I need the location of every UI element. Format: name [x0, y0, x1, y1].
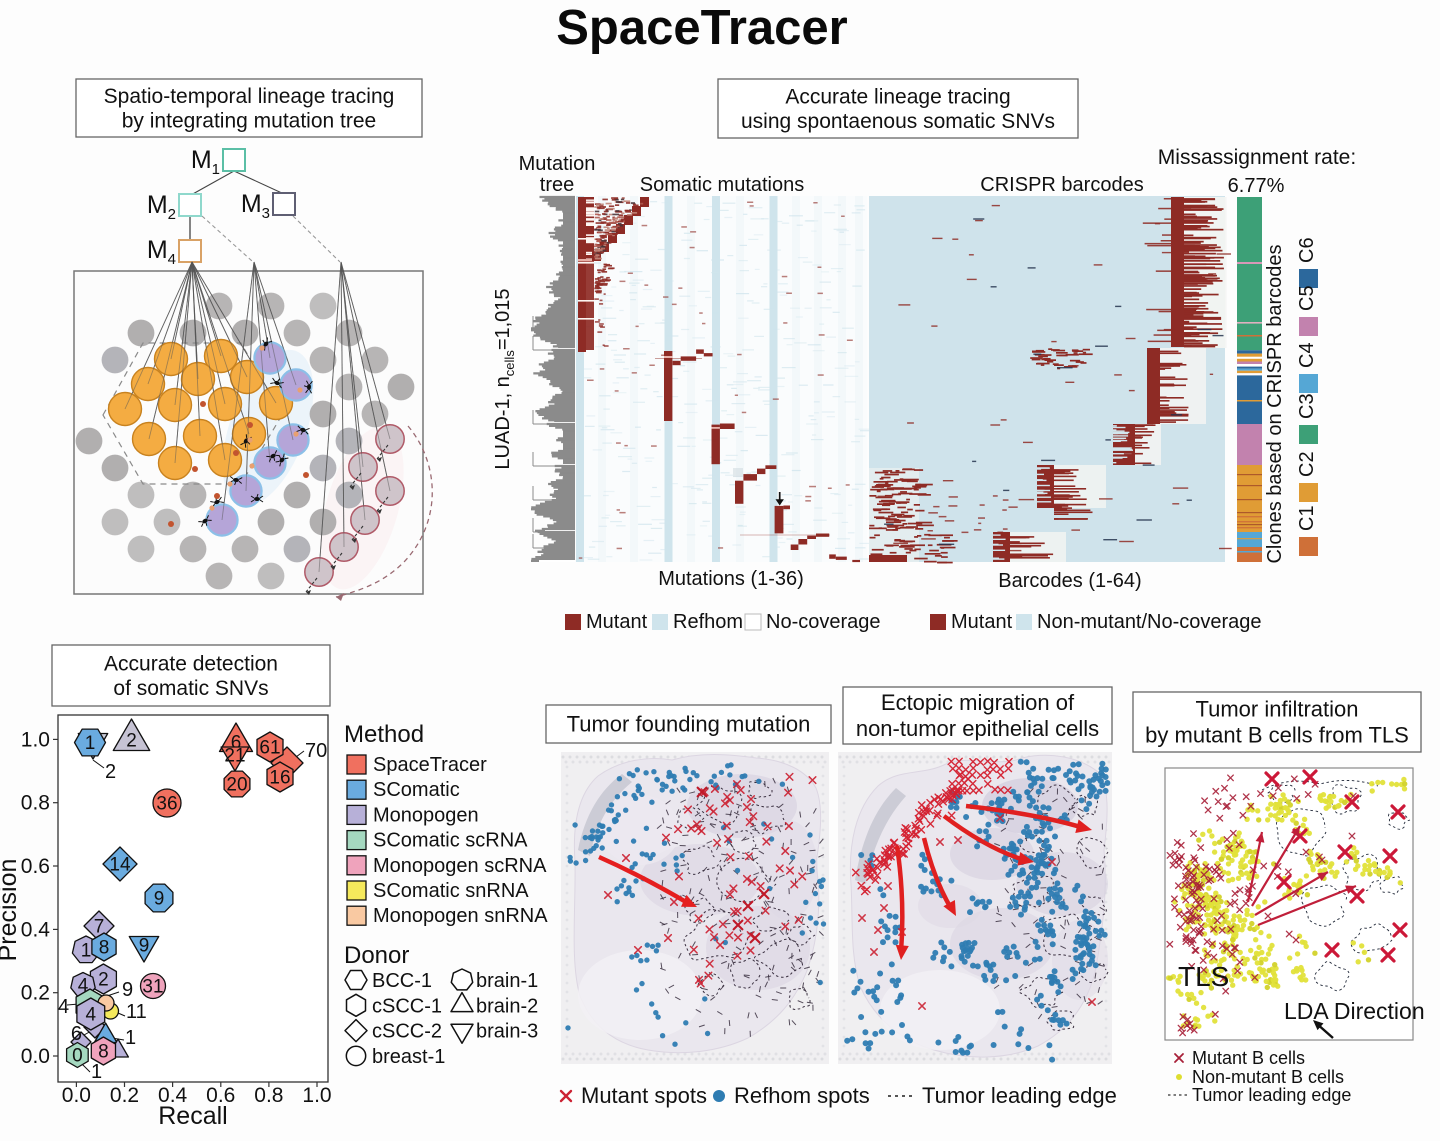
svg-text:Tumor leading edge: Tumor leading edge: [1192, 1085, 1351, 1105]
svg-text:Precision: Precision: [0, 859, 22, 962]
svg-text:cSCC-2: cSCC-2: [372, 1021, 442, 1043]
svg-text:SpaceTracer: SpaceTracer: [373, 754, 487, 776]
svg-text:by mutant B cells from TLS: by mutant B cells from TLS: [1145, 723, 1409, 748]
svg-text:SComatic scRNA: SComatic scRNA: [373, 830, 528, 852]
svg-text:61: 61: [259, 738, 280, 759]
svg-text:C1: C1: [1296, 505, 1318, 531]
svg-text:brain-3: brain-3: [476, 1021, 538, 1043]
svg-text:1.0: 1.0: [21, 728, 50, 751]
svg-text:20: 20: [226, 775, 247, 796]
svg-text:Monopogen scRNA: Monopogen scRNA: [373, 855, 547, 877]
svg-text:C4: C4: [1296, 342, 1318, 368]
svg-text:brain-2: brain-2: [476, 995, 538, 1017]
svg-text:Monopogen snRNA: Monopogen snRNA: [373, 905, 548, 927]
svg-text:Mutation: Mutation: [519, 153, 596, 175]
svg-text:21: 21: [224, 746, 245, 767]
svg-text:Mutant: Mutant: [586, 611, 648, 633]
svg-text:2: 2: [126, 731, 137, 752]
svg-text:Ectopic migration of: Ectopic migration of: [881, 690, 1075, 715]
svg-text:CRISPR barcodes: CRISPR barcodes: [980, 174, 1143, 196]
svg-text:TLS: TLS: [1178, 961, 1229, 992]
svg-text:LUAD-1, ncells=1,015: LUAD-1, ncells=1,015: [492, 288, 517, 469]
svg-text:1: 1: [125, 1027, 136, 1049]
svg-text:2: 2: [105, 761, 116, 783]
svg-text:of somatic SNVs: of somatic SNVs: [113, 677, 268, 700]
svg-text:Donor: Donor: [344, 942, 409, 969]
svg-text:9: 9: [154, 889, 165, 910]
svg-text:Tumor infiltration: Tumor infiltration: [1195, 697, 1358, 722]
svg-text:BCC-1: BCC-1: [372, 970, 432, 992]
svg-text:Barcodes (1-64): Barcodes (1-64): [998, 570, 1141, 592]
svg-text:cSCC-1: cSCC-1: [372, 995, 442, 1017]
svg-text:1: 1: [81, 941, 92, 962]
svg-text:36: 36: [156, 794, 177, 815]
svg-text:1: 1: [91, 1061, 102, 1083]
svg-text:Method: Method: [344, 721, 424, 748]
svg-text:Non-mutant B cells: Non-mutant B cells: [1192, 1067, 1344, 1087]
svg-text:Accurate lineage tracing: Accurate lineage tracing: [785, 85, 1010, 108]
svg-text:16: 16: [269, 768, 290, 789]
svg-text:Spatio-temporal lineage tracin: Spatio-temporal lineage tracing: [104, 85, 395, 108]
svg-text:9: 9: [122, 979, 133, 1001]
svg-text:11: 11: [126, 1001, 147, 1023]
svg-text:0.4: 0.4: [21, 918, 51, 941]
svg-text:C5: C5: [1296, 285, 1318, 311]
svg-text:4: 4: [86, 1005, 97, 1026]
svg-text:31: 31: [142, 977, 163, 998]
svg-text:Somatic mutations: Somatic mutations: [640, 174, 805, 196]
svg-text:LDA Direction: LDA Direction: [1284, 998, 1425, 1024]
svg-text:Recall: Recall: [158, 1102, 227, 1130]
svg-text:Tumor leading edge: Tumor leading edge: [922, 1083, 1117, 1108]
svg-text:70: 70: [305, 740, 327, 762]
svg-text:C2: C2: [1296, 451, 1318, 477]
svg-text:1: 1: [85, 733, 96, 754]
svg-text:14: 14: [109, 855, 131, 876]
svg-text:Missassignment rate:: Missassignment rate:: [1158, 146, 1356, 169]
svg-text:Mutations (1-36): Mutations (1-36): [658, 568, 804, 590]
svg-text:No-coverage: No-coverage: [766, 611, 881, 633]
svg-text:SComatic snRNA: SComatic snRNA: [373, 880, 529, 902]
svg-text:Non-mutant/No-coverage: Non-mutant/No-coverage: [1037, 611, 1262, 633]
svg-text:Mutant B cells: Mutant B cells: [1192, 1048, 1305, 1068]
svg-text:SpaceTracer: SpaceTracer: [556, 1, 848, 55]
svg-text:0.2: 0.2: [110, 1084, 139, 1107]
svg-text:Refhom: Refhom: [673, 611, 743, 633]
svg-text:Mutant: Mutant: [951, 611, 1013, 633]
svg-text:C3: C3: [1296, 393, 1318, 419]
svg-text:0.8: 0.8: [21, 792, 50, 815]
svg-text:non-tumor epithelial cells: non-tumor epithelial cells: [856, 716, 1099, 741]
svg-text:0.0: 0.0: [62, 1084, 91, 1107]
svg-text:Refhom spots: Refhom spots: [734, 1083, 870, 1108]
svg-text:8: 8: [98, 1042, 109, 1063]
svg-text:0: 0: [72, 1046, 83, 1067]
svg-text:breast-1: breast-1: [372, 1046, 445, 1068]
svg-text:brain-1: brain-1: [476, 970, 538, 992]
svg-text:1.0: 1.0: [302, 1084, 331, 1107]
svg-text:2: 2: [98, 970, 109, 991]
svg-text:Clones based on CRISPR barcode: Clones based on CRISPR barcodes: [1264, 244, 1286, 563]
svg-text:using spontaenous somatic SNVs: using spontaenous somatic SNVs: [741, 110, 1055, 133]
svg-text:Mutant spots: Mutant spots: [581, 1083, 707, 1108]
svg-text:Accurate detection: Accurate detection: [104, 652, 278, 675]
svg-text:tree: tree: [540, 174, 574, 196]
svg-text:SComatic: SComatic: [373, 779, 460, 801]
svg-text:0.0: 0.0: [21, 1045, 50, 1068]
svg-text:4: 4: [58, 996, 69, 1018]
svg-text:6.77%: 6.77%: [1228, 175, 1285, 197]
svg-text:0.8: 0.8: [254, 1084, 283, 1107]
svg-text:0.6: 0.6: [21, 855, 50, 878]
svg-text:by integrating mutation tree: by integrating mutation tree: [122, 110, 376, 133]
svg-text:6: 6: [71, 1023, 82, 1045]
svg-text:Monopogen: Monopogen: [373, 804, 479, 826]
svg-text:8: 8: [99, 938, 110, 959]
svg-text:C6: C6: [1296, 237, 1318, 263]
svg-text:Tumor founding mutation: Tumor founding mutation: [567, 712, 811, 737]
svg-text:0.2: 0.2: [21, 982, 50, 1005]
svg-text:9: 9: [139, 936, 150, 957]
